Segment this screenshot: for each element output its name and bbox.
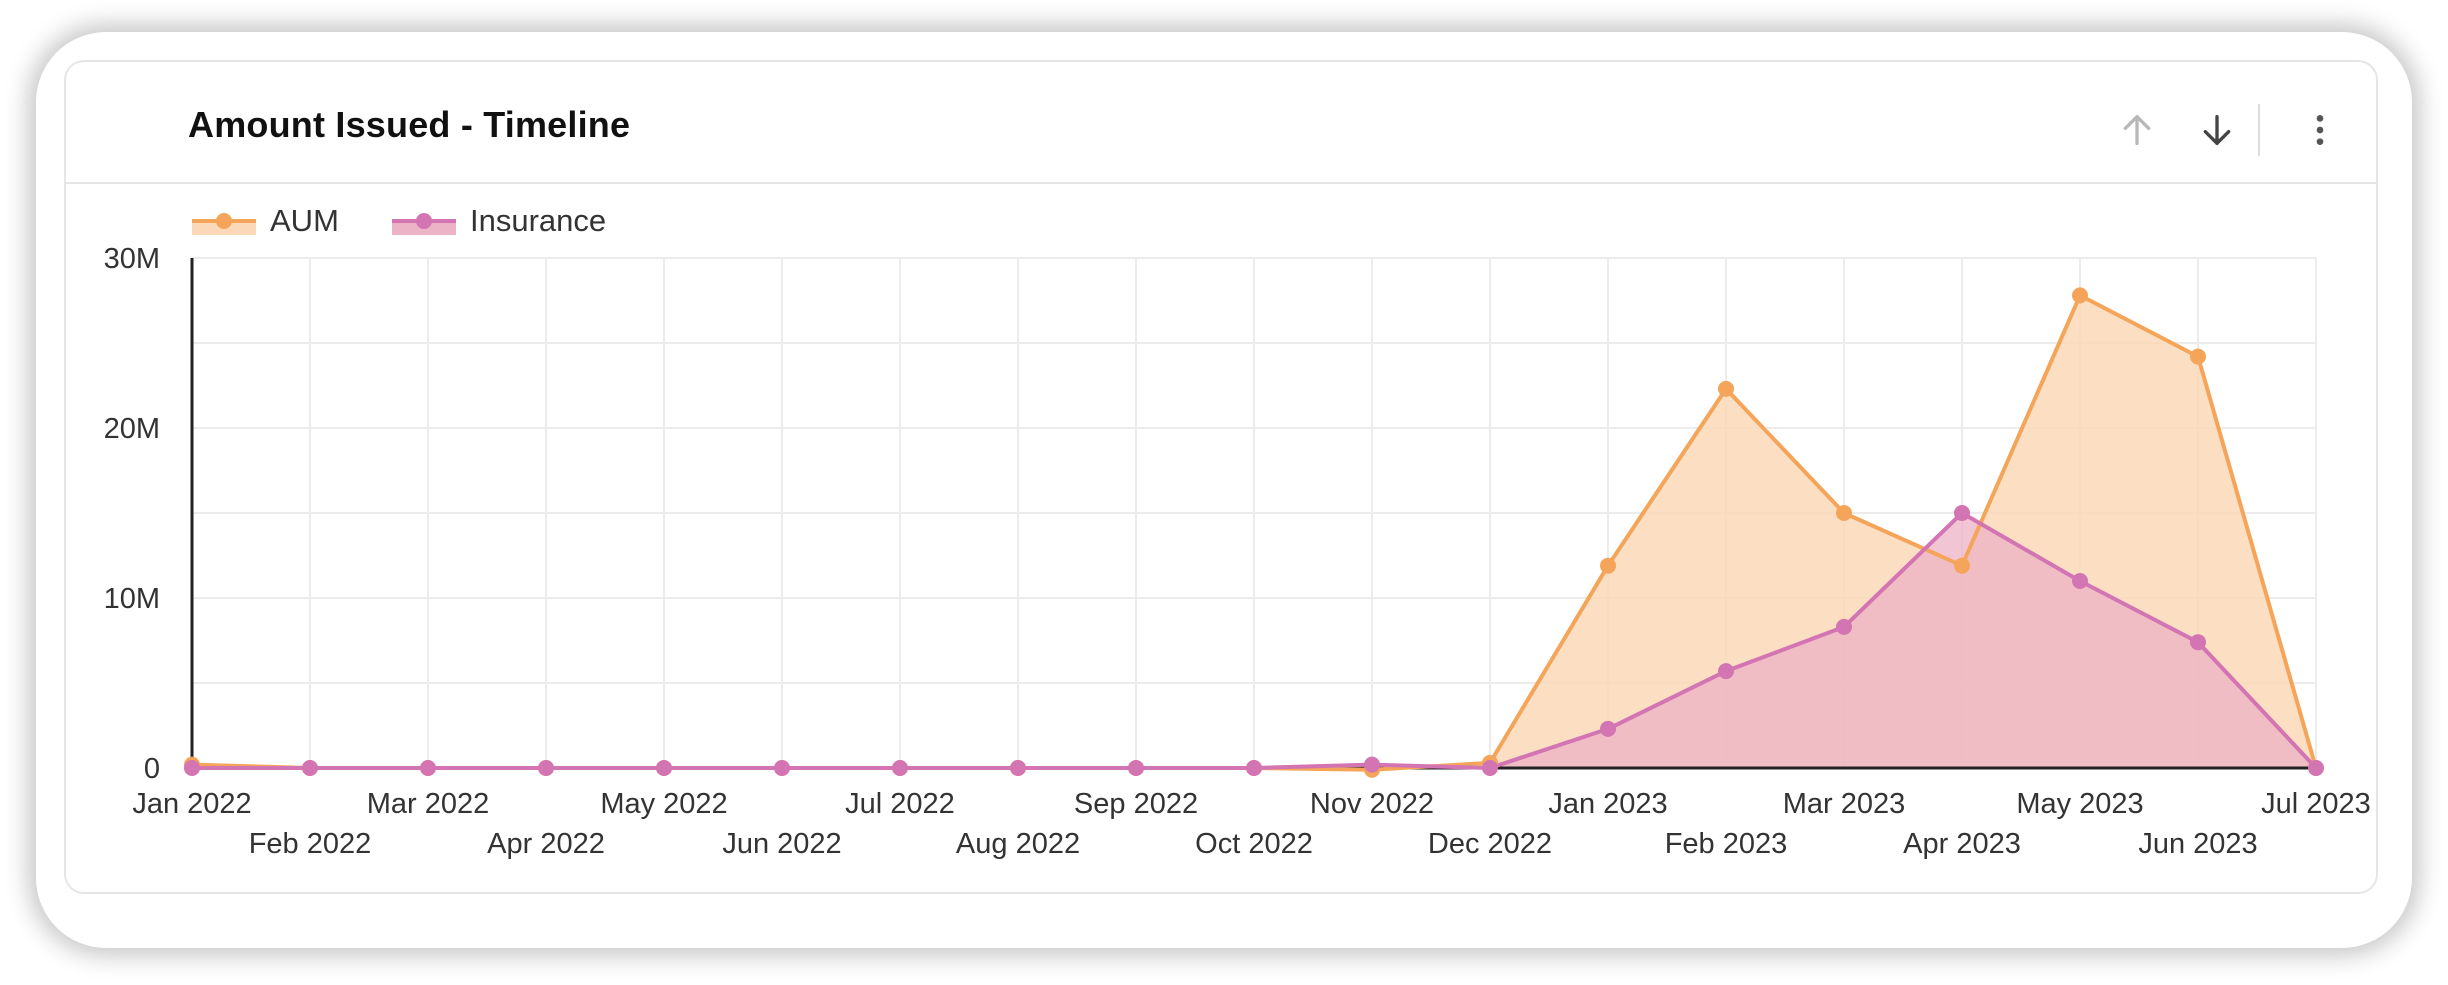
y-tick-label: 20M: [104, 413, 160, 445]
legend-marker: [216, 213, 232, 229]
x-tick-label: Feb 2022: [249, 828, 372, 860]
data-point: [1954, 505, 1970, 521]
x-tick-label: Nov 2022: [1310, 788, 1434, 820]
legend-marker: [416, 213, 432, 229]
data-point: [1600, 557, 1616, 574]
data-point: [1836, 505, 1852, 521]
legend-item-insurance: Insurance: [392, 203, 606, 238]
data-point: [892, 760, 908, 776]
x-tick-label: Mar 2023: [1783, 788, 1906, 820]
x-tick-label: Apr 2022: [487, 828, 605, 860]
data-point: [538, 760, 554, 776]
x-tick-label: May 2023: [2016, 788, 2143, 820]
data-point: [2072, 573, 2088, 589]
data-point: [2308, 760, 2324, 776]
data-point: [1364, 756, 1380, 773]
data-point: [1600, 720, 1616, 737]
x-tick-label: Jun 2022: [722, 828, 841, 860]
legend: AUM Insurance: [192, 203, 606, 238]
y-tick-label: 30M: [104, 243, 160, 275]
data-point: [656, 760, 672, 776]
data-point: [1718, 663, 1734, 680]
x-tick-label: Jul 2022: [845, 788, 955, 820]
x-tick-label: Dec 2022: [1428, 828, 1552, 860]
data-point: [2190, 634, 2206, 651]
data-point: [2190, 348, 2206, 365]
data-point: [1010, 760, 1026, 776]
points-insurance: [184, 505, 2324, 776]
data-point: [1836, 618, 1852, 635]
legend-label: Insurance: [470, 203, 606, 238]
data-point: [774, 760, 790, 776]
data-point: [184, 760, 200, 776]
more-vertical-icon[interactable]: [2298, 108, 2342, 152]
x-tick-label: Feb 2023: [1665, 828, 1788, 860]
x-tick-label: Apr 2023: [1903, 828, 2021, 860]
card-title: Amount Issued - Timeline: [188, 104, 631, 145]
card-header: Amount Issued - Timeline: [66, 62, 2376, 184]
header-divider: [2258, 104, 2260, 156]
area-insurance: [192, 513, 2316, 768]
data-point: [1718, 380, 1734, 397]
x-tick-label: May 2022: [600, 788, 727, 820]
x-tick-label: Jun 2023: [2138, 828, 2257, 860]
data-point: [1954, 557, 1970, 574]
legend-label: AUM: [270, 203, 339, 238]
x-tick-label: Jan 2023: [1548, 788, 1667, 820]
data-point: [1482, 760, 1498, 776]
x-tick-label: Sep 2022: [1074, 788, 1198, 820]
data-point: [2072, 287, 2088, 304]
data-point: [1246, 760, 1262, 776]
x-tick-label: Mar 2022: [367, 788, 490, 820]
data-point: [302, 760, 318, 776]
arrow-up-icon[interactable]: [2115, 108, 2159, 152]
data-point: [1128, 760, 1144, 776]
legend-item-aum: AUM: [192, 203, 339, 238]
x-tick-label: Jul 2023: [2261, 788, 2371, 820]
data-point: [420, 760, 436, 776]
x-tick-label: Oct 2022: [1195, 828, 1313, 860]
x-tick-label: Aug 2022: [956, 828, 1080, 860]
x-tick-label: Jan 2022: [132, 788, 251, 820]
y-tick-label: 0: [144, 753, 160, 785]
arrow-down-icon[interactable]: [2195, 108, 2239, 152]
y-tick-label: 10M: [104, 583, 160, 615]
